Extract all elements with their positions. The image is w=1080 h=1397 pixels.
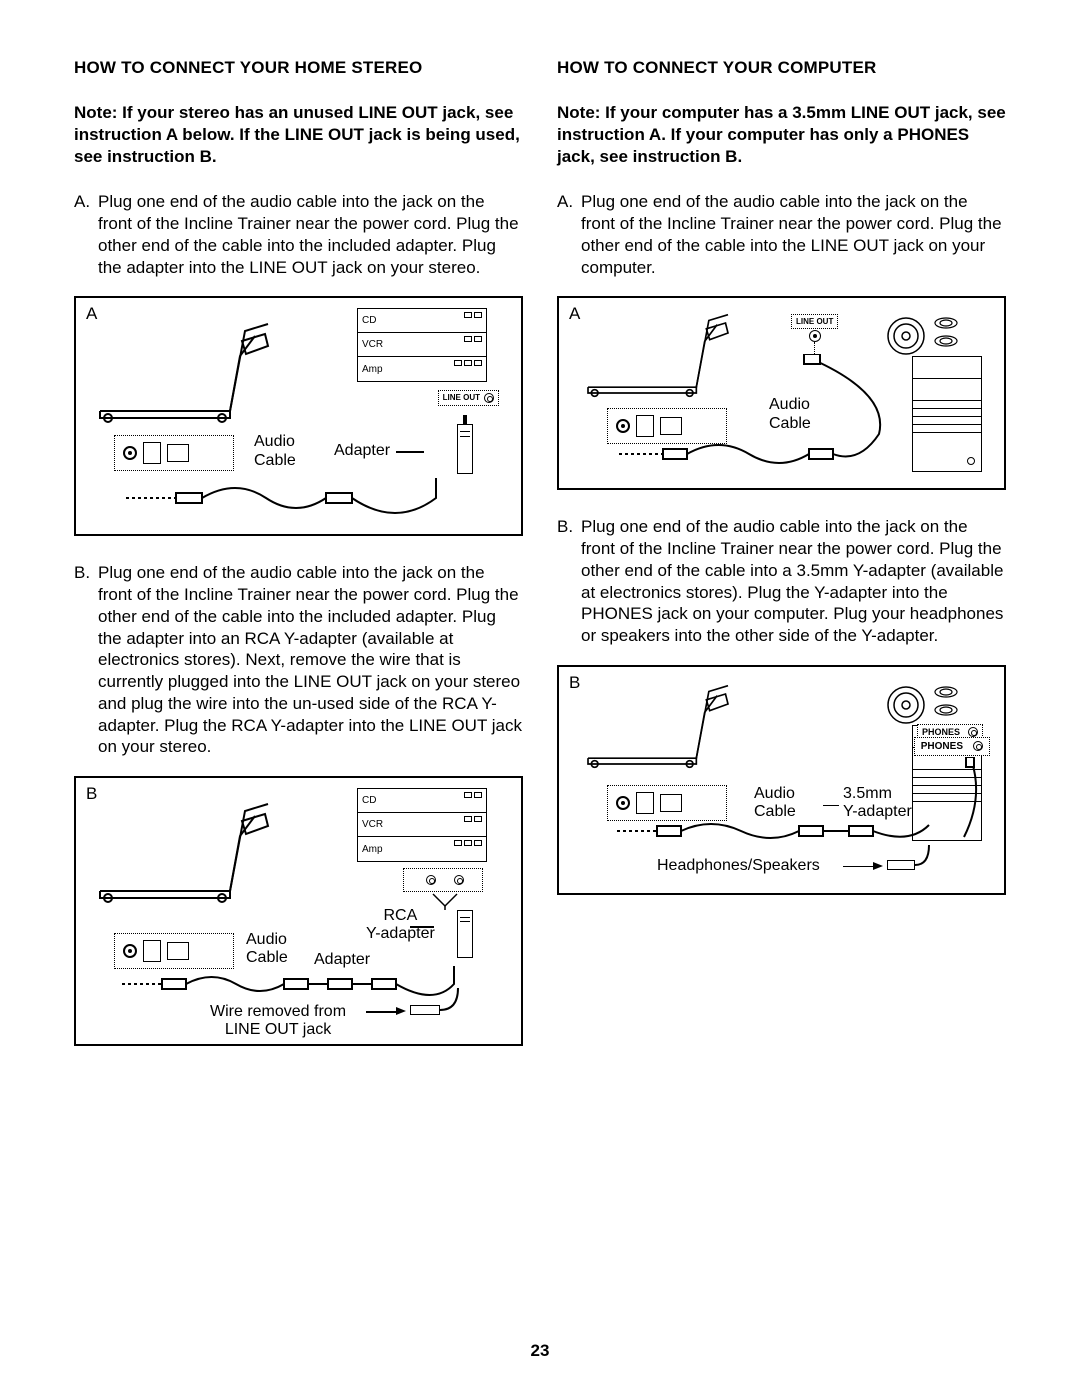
- audio-cable-label: Audio Cable: [254, 433, 296, 470]
- stereo-device-cd: CD: [358, 309, 486, 333]
- two-column-layout: HOW TO CONNECT YOUR HOME STEREO Note: If…: [74, 58, 1006, 1072]
- leader-line: [366, 1011, 396, 1013]
- right-step-b: B. Plug one end of the audio cable into …: [557, 516, 1006, 647]
- trainer-jack-panel: [607, 785, 727, 821]
- cable-icon: [599, 354, 929, 474]
- adapter-label: Adapter: [334, 442, 390, 460]
- manual-page: HOW TO CONNECT YOUR HOME STEREO Note: If…: [0, 0, 1080, 1397]
- rca-adapter-icon: [457, 910, 473, 958]
- jack-icon: [616, 796, 630, 810]
- jack-icon: [968, 727, 978, 737]
- wire-removed-label: Wire removed from LINE OUT jack: [210, 1003, 346, 1040]
- right-column: HOW TO CONNECT YOUR COMPUTER Note: If yo…: [557, 58, 1006, 1072]
- step-body: Plug one end of the audio cable into the…: [581, 191, 1006, 278]
- device-label: Amp: [362, 844, 383, 855]
- right-figure-b: B: [557, 665, 1006, 895]
- device-label: VCR: [362, 819, 383, 830]
- step-body: Plug one end of the audio cable into the…: [98, 562, 523, 758]
- jack-icon: [484, 393, 494, 403]
- cable-tail-icon: [438, 986, 478, 1016]
- jack-icon: [426, 875, 436, 885]
- audio-cable-label: Audio Cable: [246, 931, 288, 968]
- speaker-icon: [934, 703, 958, 715]
- stereo-device-vcr: VCR: [358, 333, 486, 357]
- device-label: CD: [362, 315, 376, 326]
- cable-icon: [106, 468, 486, 528]
- jack-icon: [123, 446, 137, 460]
- arrowhead-icon: [873, 862, 883, 870]
- right-heading: HOW TO CONNECT YOUR COMPUTER: [557, 58, 1006, 78]
- step-letter: B.: [557, 516, 581, 647]
- cable-icon: [599, 817, 959, 847]
- stereo-stack: CD VCR Amp: [357, 308, 487, 382]
- treadmill-icon: [90, 796, 290, 916]
- adapter-icon: [457, 424, 473, 474]
- step-letter: A.: [557, 191, 581, 278]
- step-letter: A.: [74, 191, 98, 278]
- leader-line: [396, 451, 424, 453]
- leader-line: [823, 805, 839, 807]
- step-body: Plug one end of the audio cable into the…: [581, 516, 1006, 647]
- lineout-label: LINE OUT: [438, 390, 499, 406]
- jack-icon: [454, 875, 464, 885]
- right-step-a: A. Plug one end of the audio cable into …: [557, 191, 1006, 278]
- trainer-jack-panel: [114, 435, 234, 471]
- phones-label-box: PHONES: [914, 737, 990, 756]
- left-column: HOW TO CONNECT YOUR HOME STEREO Note: If…: [74, 58, 523, 1072]
- cd-disc-icon: [886, 685, 926, 725]
- left-figure-b: B CD VCR Amp: [74, 776, 523, 1046]
- device-label: VCR: [362, 339, 383, 350]
- speaker-icon: [934, 334, 958, 346]
- phones-cable-icon: [956, 757, 986, 847]
- stereo-device-cd: CD: [358, 789, 486, 813]
- port-icon: [167, 444, 189, 462]
- plug-icon: [887, 860, 915, 870]
- right-figure-a: A LINE OUT: [557, 296, 1006, 490]
- headphones-label: Headphones/Speakers: [657, 857, 820, 875]
- port-icon: [143, 940, 161, 962]
- lineout-jacks: [403, 868, 483, 892]
- leader-line: [843, 866, 873, 868]
- device-label: Amp: [362, 364, 383, 375]
- page-number: 23: [0, 1341, 1080, 1361]
- left-step-a: A. Plug one end of the audio cable into …: [74, 191, 523, 278]
- port-icon: [167, 942, 189, 960]
- cd-disc-icon: [886, 316, 926, 356]
- cable-tail-icon: [913, 843, 943, 869]
- left-step-b: B. Plug one end of the audio cable into …: [74, 562, 523, 758]
- speaker-icon: [934, 685, 958, 697]
- left-heading: HOW TO CONNECT YOUR HOME STEREO: [74, 58, 523, 78]
- plug-icon: [410, 1005, 440, 1015]
- speaker-icon: [934, 316, 958, 328]
- treadmill-icon: [90, 316, 290, 436]
- step-body: Plug one end of the audio cable into the…: [98, 191, 523, 278]
- lineout-jack-icon: [809, 330, 821, 342]
- lineout-label: LINE OUT: [791, 314, 838, 329]
- stereo-device-vcr: VCR: [358, 813, 486, 837]
- left-note: Note: If your stereo has an unused LINE …: [74, 102, 523, 167]
- stereo-device-amp: Amp: [358, 357, 486, 381]
- right-note: Note: If your computer has a 3.5mm LINE …: [557, 102, 1006, 167]
- device-label: CD: [362, 795, 376, 806]
- stereo-device-amp: Amp: [358, 837, 486, 861]
- leader-line: [410, 926, 434, 928]
- jack-icon: [123, 944, 137, 958]
- arrowhead-icon: [396, 1007, 406, 1015]
- port-icon: [636, 792, 654, 814]
- step-letter: B.: [74, 562, 98, 758]
- phones-text: PHONES: [921, 741, 963, 752]
- trainer-jack-panel: [114, 933, 234, 969]
- port-icon: [143, 442, 161, 464]
- left-figure-a: A CD VCR Amp LINE O: [74, 296, 523, 536]
- port-icon: [660, 794, 682, 812]
- jack-icon: [973, 741, 983, 751]
- treadmill-icon: [573, 679, 753, 779]
- stereo-stack: CD VCR Amp: [357, 788, 487, 862]
